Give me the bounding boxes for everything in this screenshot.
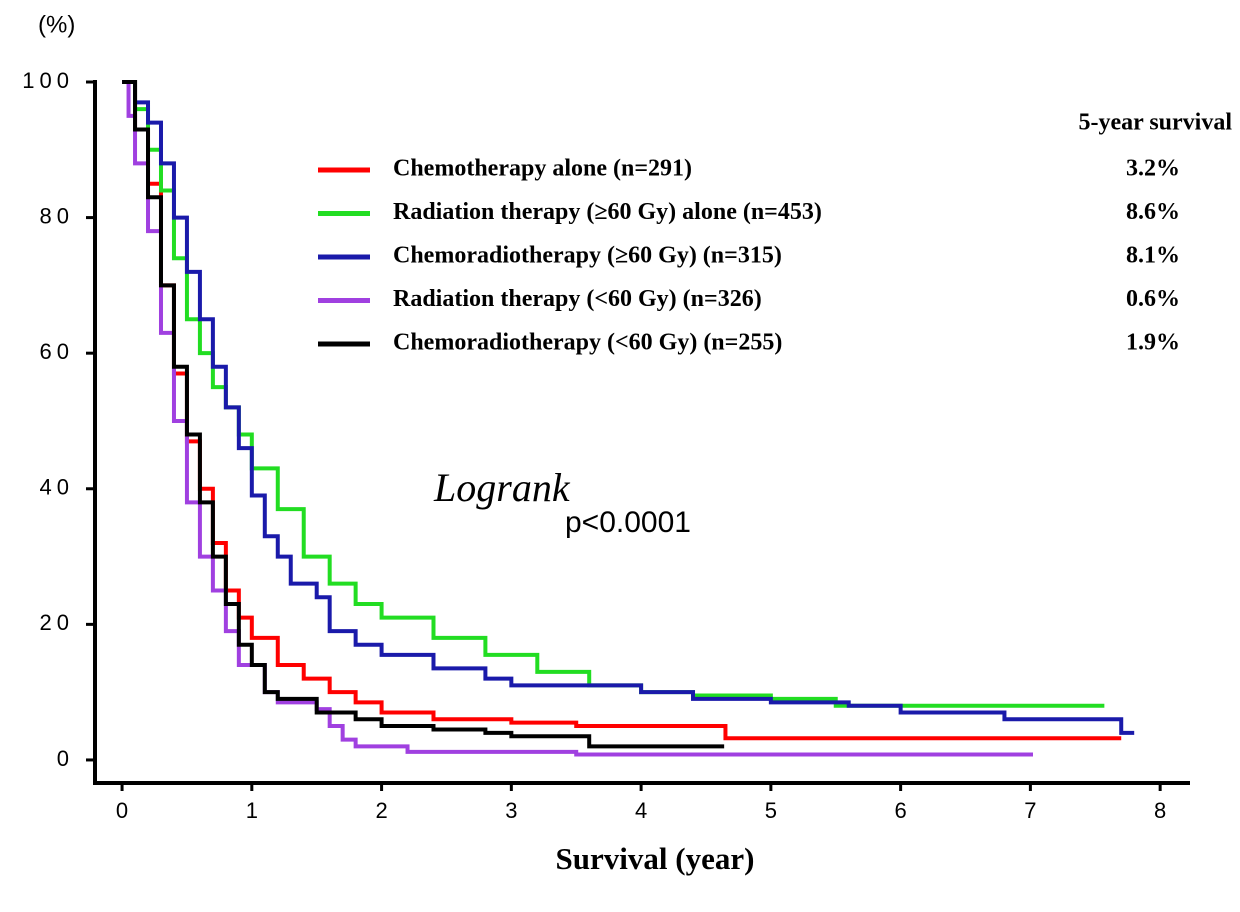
survival-label: 3.2% bbox=[1126, 156, 1180, 182]
survival-label: 0.6% bbox=[1126, 286, 1180, 312]
y-tick-label: 0 bbox=[57, 746, 74, 771]
x-tick-label: 8 bbox=[1154, 798, 1166, 823]
legend-label: Radiation therapy (<60 Gy) (n=326) bbox=[393, 286, 762, 312]
x-tick-label: 5 bbox=[765, 798, 777, 823]
x-tick-label: 4 bbox=[635, 798, 647, 823]
legend-title: 5-year survival bbox=[1078, 110, 1232, 136]
y-tick-label: 80 bbox=[40, 203, 74, 228]
legend-label: Chemoradiotherapy (≥60 Gy) (n=315) bbox=[393, 243, 782, 269]
y-tick-label: 40 bbox=[40, 475, 74, 500]
survival-label: 1.9% bbox=[1126, 330, 1180, 356]
x-tick-label: 2 bbox=[375, 798, 387, 823]
legend-label: Radiation therapy (≥60 Gy) alone (n=453) bbox=[393, 199, 822, 225]
annotation: p<0.0001 bbox=[565, 506, 691, 539]
y-axis-label: (%) bbox=[38, 11, 75, 38]
x-tick-label: 0 bbox=[116, 798, 128, 823]
x-axis-label: Survival (year) bbox=[556, 841, 755, 876]
x-tick-label: 1 bbox=[246, 798, 258, 823]
y-tick-label: 60 bbox=[40, 339, 74, 364]
survival-curve bbox=[122, 80, 725, 749]
y-tick-label: 20 bbox=[40, 610, 74, 635]
survival-curve bbox=[122, 80, 1135, 735]
x-tick-label: 3 bbox=[505, 798, 517, 823]
survival-curve bbox=[122, 80, 1033, 757]
legend-label: Chemoradiotherapy (<60 Gy) (n=255) bbox=[393, 330, 782, 356]
survival-label: 8.6% bbox=[1126, 199, 1180, 225]
x-tick-label: 7 bbox=[1024, 798, 1036, 823]
survival-label: 8.1% bbox=[1126, 243, 1180, 269]
legend-label: Chemotherapy alone (n=291) bbox=[393, 156, 692, 182]
annotation-italic: Logrank bbox=[433, 465, 571, 510]
x-tick-label: 6 bbox=[895, 798, 907, 823]
y-tick-label: 100 bbox=[22, 68, 74, 93]
